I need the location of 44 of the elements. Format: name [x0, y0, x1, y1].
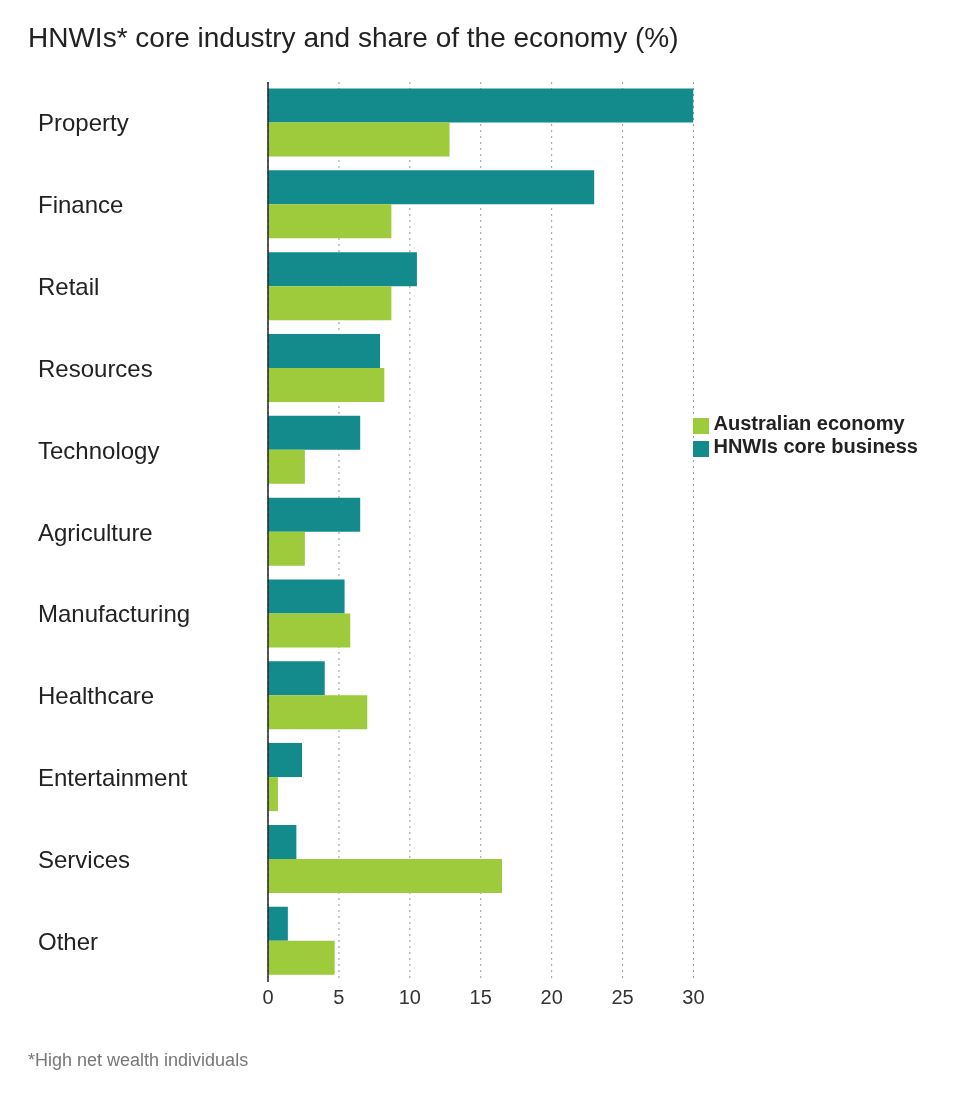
x-tick-label: 5 — [333, 986, 345, 1009]
bar — [268, 940, 335, 975]
y-tick-label: Healthcare — [38, 682, 155, 710]
bar — [268, 906, 288, 941]
y-tick-label: Retail — [38, 273, 100, 301]
y-tick-label: Services — [38, 845, 131, 873]
legend-label: Australian economy — [713, 412, 905, 434]
y-tick-label: Agriculture — [38, 518, 153, 546]
bar — [268, 743, 303, 778]
y-tick-label: Entertainment — [38, 763, 188, 791]
bar — [268, 531, 305, 566]
x-tick-label: 15 — [469, 986, 492, 1009]
bar — [268, 88, 694, 123]
bar — [268, 497, 361, 532]
bar — [268, 170, 595, 205]
text: *High net wealth individuals — [27, 1049, 250, 1071]
bar — [268, 122, 450, 157]
bar — [268, 613, 351, 648]
y-tick-label: Other — [38, 927, 99, 955]
bar — [268, 449, 305, 484]
chart-title: HNWIs* core industry and share of the economy (%) — [27, 21, 680, 55]
legend-label: HNWIs core business — [713, 435, 918, 457]
x-tick-label: 25 — [611, 986, 634, 1009]
x-tick-label: 10 — [398, 986, 421, 1009]
y-tick-label: Property — [38, 109, 129, 137]
bar — [268, 858, 503, 893]
bar — [268, 286, 392, 321]
bar — [268, 695, 368, 730]
bar — [268, 777, 278, 812]
x-tick-label: 20 — [540, 986, 563, 1009]
bar — [268, 368, 385, 402]
bar — [268, 334, 381, 368]
y-tick-label: Manufacturing — [38, 600, 191, 628]
bar — [268, 579, 345, 614]
bar — [268, 824, 297, 859]
y-tick-label: Technology — [38, 436, 160, 464]
bar — [268, 204, 392, 239]
bar — [268, 252, 417, 287]
y-tick-label: Finance — [38, 191, 124, 219]
bar — [268, 661, 325, 696]
x-tick-label: 0 — [262, 986, 274, 1009]
bar — [268, 415, 361, 450]
x-tick-label: 30 — [682, 986, 705, 1009]
y-tick-label: Resources — [38, 354, 153, 382]
